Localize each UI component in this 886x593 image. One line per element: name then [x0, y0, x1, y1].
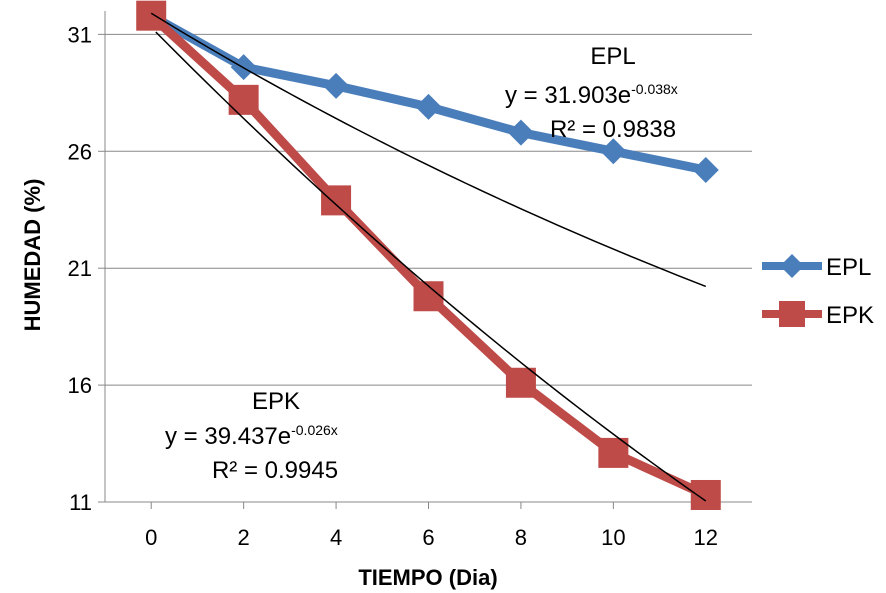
data-point-epk — [228, 84, 259, 115]
legend-epk-label: EPK — [826, 302, 874, 329]
gridlines — [104, 11, 752, 503]
legend: EPL EPK — [762, 254, 874, 329]
x-tick-label: 0 — [145, 525, 157, 550]
y-tick-label: 21 — [68, 256, 92, 281]
x-tick-label: 12 — [694, 525, 718, 550]
epl-annotation-equation: y = 31.903e-0.038x — [505, 81, 678, 109]
epk-annotation: EPK y = 39.437e-0.026x R² = 0.9945 — [165, 388, 338, 484]
epl-annotation-r2: R² = 0.9838 — [550, 116, 676, 143]
legend-item-epl: EPL — [762, 254, 871, 281]
y-tick-label: 16 — [68, 373, 92, 398]
legend-epl-label: EPL — [826, 254, 871, 281]
data-point-epl — [507, 119, 534, 146]
trendline-epl — [150, 12, 707, 288]
data-point-epl — [415, 93, 442, 120]
epk-annotation-r2: R² = 0.9945 — [212, 457, 338, 484]
x-axis-title: TIEMPO (Dia) — [358, 565, 497, 590]
x-tick-label: 8 — [515, 525, 527, 550]
data-point-epl — [323, 72, 350, 99]
x-tick-label: 4 — [330, 525, 342, 550]
data-point-epk — [505, 367, 536, 398]
data-point-epl — [692, 156, 719, 183]
data-point-epk — [321, 185, 352, 216]
data-point-epk — [690, 479, 721, 510]
x-axis-ticks: 0 2 4 6 8 10 12 — [145, 502, 718, 550]
x-tick-label: 10 — [601, 525, 625, 550]
y-axis-title: HUMEDAD (%) — [20, 179, 45, 332]
y-axis-ticks: 11 16 21 26 31 — [68, 22, 105, 515]
data-point-epk — [598, 437, 629, 468]
x-tick-label: 2 — [238, 525, 250, 550]
plot-area — [136, 0, 721, 510]
y-tick-label: 26 — [68, 139, 92, 164]
y-tick-label: 31 — [68, 22, 92, 47]
epk-annotation-name: EPK — [252, 388, 300, 415]
legend-epl-marker — [780, 254, 804, 278]
y-tick-label: 11 — [69, 490, 92, 515]
trendline-epk — [155, 31, 707, 502]
epl-annotation: EPL y = 31.903e-0.038x R² = 0.9838 — [505, 43, 678, 143]
x-tick-label: 6 — [422, 525, 434, 550]
epl-annotation-name: EPL — [590, 43, 635, 70]
data-point-epk — [136, 0, 167, 31]
epk-annotation-equation: y = 39.437e-0.026x — [165, 422, 338, 450]
legend-epk-marker — [779, 301, 805, 327]
legend-item-epk: EPK — [762, 301, 874, 329]
data-point-epl — [600, 138, 627, 165]
